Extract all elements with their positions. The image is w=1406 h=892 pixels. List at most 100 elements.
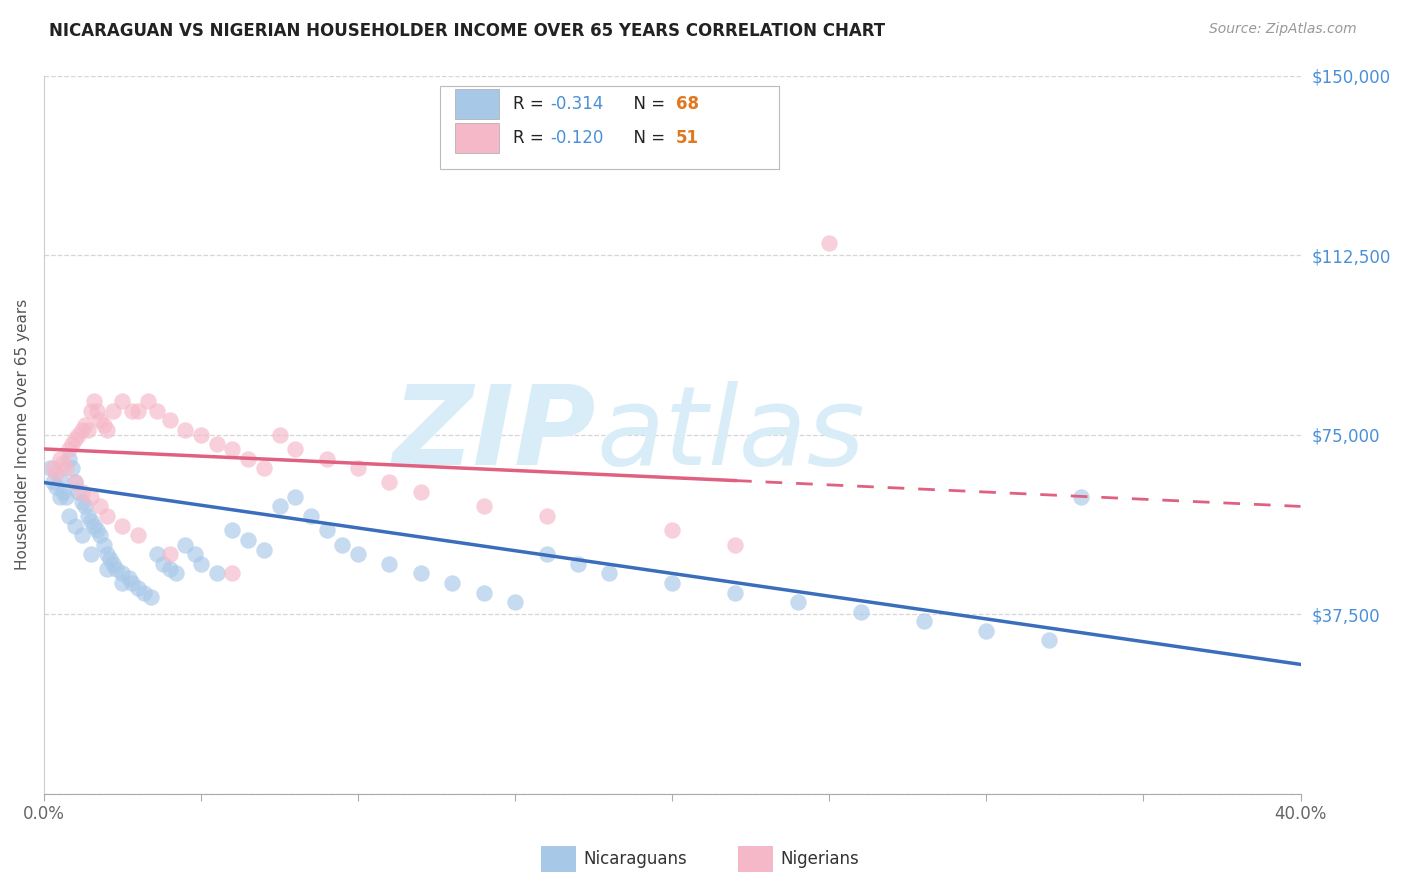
Point xyxy=(315,451,337,466)
Point xyxy=(83,518,105,533)
Text: 51: 51 xyxy=(676,129,699,147)
Point xyxy=(111,518,134,533)
Point xyxy=(89,413,111,427)
Point xyxy=(121,576,143,591)
Text: N =: N = xyxy=(623,95,671,113)
Point xyxy=(347,461,370,475)
Text: Nicaraguans: Nicaraguans xyxy=(583,850,688,868)
Text: -0.314: -0.314 xyxy=(550,95,603,113)
Point xyxy=(86,524,108,538)
Point xyxy=(111,576,134,591)
Point xyxy=(165,566,187,581)
Point xyxy=(536,508,558,523)
Point xyxy=(136,394,159,409)
Point xyxy=(96,508,118,523)
Point xyxy=(48,471,70,485)
Point xyxy=(849,605,872,619)
Point xyxy=(724,538,747,552)
Point xyxy=(146,547,169,561)
Point xyxy=(76,508,98,523)
Point xyxy=(101,557,124,571)
Y-axis label: Householder Income Over 65 years: Householder Income Over 65 years xyxy=(15,299,30,570)
Text: NICARAGUAN VS NIGERIAN HOUSEHOLDER INCOME OVER 65 YEARS CORRELATION CHART: NICARAGUAN VS NIGERIAN HOUSEHOLDER INCOM… xyxy=(49,22,886,40)
Point xyxy=(269,500,291,514)
Point xyxy=(67,485,90,500)
Point xyxy=(52,456,75,470)
Point xyxy=(378,557,401,571)
Point xyxy=(80,547,103,561)
Point xyxy=(236,533,259,547)
Point xyxy=(330,538,353,552)
Point xyxy=(536,547,558,561)
Point xyxy=(70,494,93,508)
Point xyxy=(284,442,307,456)
Point xyxy=(73,500,96,514)
Point xyxy=(70,485,93,500)
Point xyxy=(48,490,70,504)
Text: atlas: atlas xyxy=(596,381,866,488)
Point xyxy=(152,557,174,571)
Point xyxy=(89,528,111,542)
Point xyxy=(45,480,67,494)
Text: ZIP: ZIP xyxy=(394,381,596,488)
Point xyxy=(221,566,243,581)
Text: -0.120: -0.120 xyxy=(550,129,603,147)
Point xyxy=(503,595,526,609)
Text: 68: 68 xyxy=(676,95,699,113)
Point xyxy=(96,547,118,561)
Point xyxy=(58,508,80,523)
Point xyxy=(98,552,121,566)
Point xyxy=(58,442,80,456)
Point xyxy=(190,427,212,442)
Point xyxy=(105,562,128,576)
Point xyxy=(89,500,111,514)
Point xyxy=(567,557,589,571)
Point xyxy=(724,585,747,599)
Point xyxy=(236,451,259,466)
Point xyxy=(205,437,228,451)
Point xyxy=(73,417,96,432)
Point xyxy=(146,403,169,417)
Point xyxy=(818,236,841,251)
Point xyxy=(127,528,149,542)
Point xyxy=(65,475,87,490)
Point xyxy=(472,500,495,514)
Point xyxy=(661,524,683,538)
Point xyxy=(253,542,276,557)
Point xyxy=(93,538,115,552)
Point xyxy=(83,394,105,409)
Point xyxy=(101,403,124,417)
Point xyxy=(661,576,683,591)
Point xyxy=(70,423,93,437)
Point xyxy=(45,466,67,480)
Point xyxy=(786,595,808,609)
Point xyxy=(48,451,70,466)
Point xyxy=(409,485,432,500)
Point xyxy=(269,427,291,442)
Point xyxy=(299,508,322,523)
Point xyxy=(284,490,307,504)
Text: Source: ZipAtlas.com: Source: ZipAtlas.com xyxy=(1209,22,1357,37)
Point xyxy=(96,423,118,437)
Point xyxy=(315,524,337,538)
Point xyxy=(80,403,103,417)
Point xyxy=(409,566,432,581)
Point xyxy=(127,403,149,417)
Point xyxy=(60,461,83,475)
Point xyxy=(159,413,181,427)
Point xyxy=(221,442,243,456)
Text: R =: R = xyxy=(513,129,548,147)
Point xyxy=(472,585,495,599)
Point xyxy=(378,475,401,490)
Point xyxy=(65,475,87,490)
Text: R =: R = xyxy=(513,95,548,113)
Point xyxy=(42,461,65,475)
Point xyxy=(70,528,93,542)
Point xyxy=(65,518,87,533)
FancyBboxPatch shape xyxy=(454,89,499,120)
Point xyxy=(76,423,98,437)
Point xyxy=(93,417,115,432)
Point xyxy=(183,547,205,561)
Point xyxy=(347,547,370,561)
Point xyxy=(976,624,998,638)
